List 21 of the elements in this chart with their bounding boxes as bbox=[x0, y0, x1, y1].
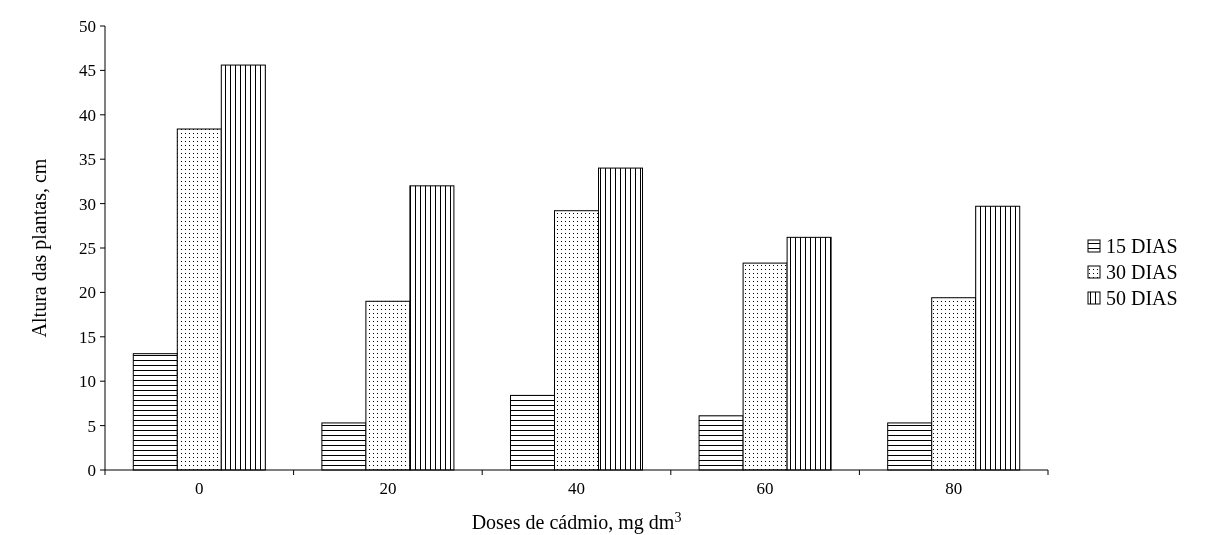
x-tick-label: 40 bbox=[568, 479, 585, 498]
y-tick-label: 50 bbox=[79, 16, 96, 36]
y-tick-label: 0 bbox=[87, 460, 96, 480]
x-axis-title: Doses de cádmio, mg dm$^{3}$ bbox=[471, 509, 682, 534]
y-tick-label: 25 bbox=[79, 238, 96, 258]
legend-label: 15 DIAS bbox=[1106, 235, 1178, 257]
y-tick-label: 35 bbox=[79, 150, 96, 170]
x-tick-label: 80 bbox=[945, 479, 963, 498]
y-tick-label: 40 bbox=[79, 105, 96, 125]
legend-label: 30 DIAS bbox=[1106, 261, 1178, 283]
y-tick-label: 15 bbox=[79, 327, 96, 347]
y-tick-label: 20 bbox=[79, 283, 96, 303]
y-axis-title: Altura das plantas, cm bbox=[28, 158, 51, 338]
legend-label: 50 DIAS bbox=[1106, 287, 1178, 309]
x-tick-label: 20 bbox=[379, 479, 397, 498]
y-tick-label: 30 bbox=[79, 194, 96, 214]
y-tick-label: 45 bbox=[79, 61, 96, 81]
x-tick-label: 0 bbox=[195, 479, 204, 498]
y-tick-label: 10 bbox=[79, 372, 96, 392]
x-tick-label: 60 bbox=[756, 479, 774, 498]
y-tick-label: 5 bbox=[87, 416, 96, 436]
